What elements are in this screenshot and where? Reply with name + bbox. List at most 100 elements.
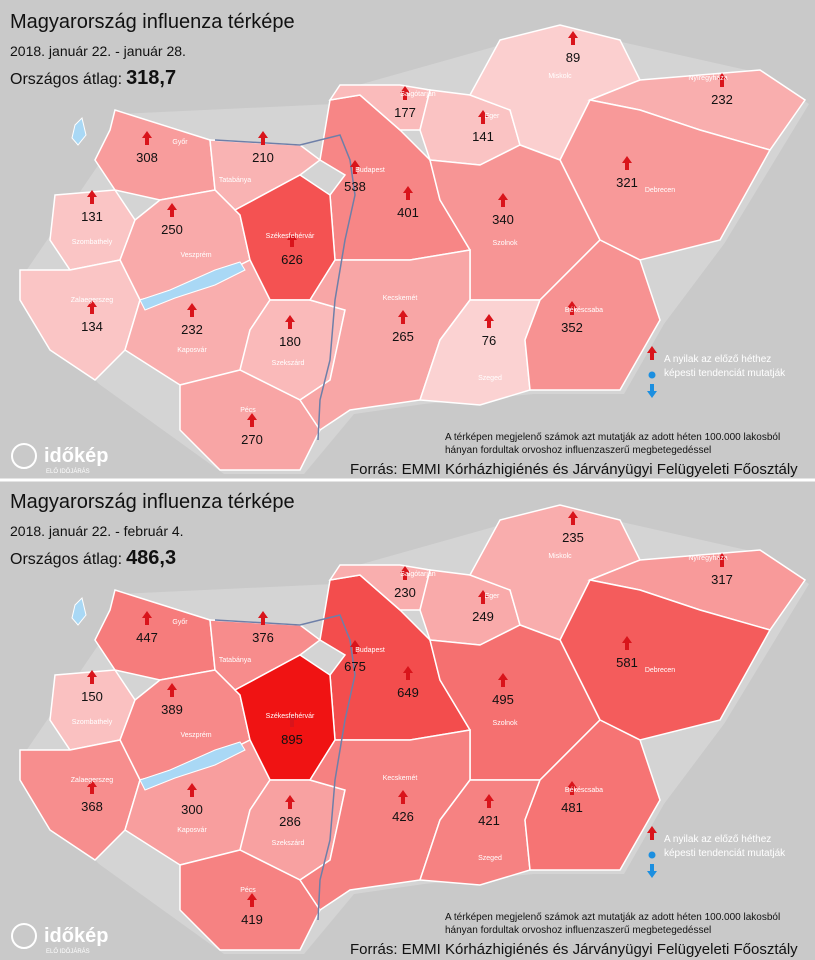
county-value: 265 [392, 329, 414, 344]
trend-arrow [717, 553, 727, 567]
county-value: 401 [397, 205, 419, 220]
note: A térképen megjelenő számok azt mutatják… [445, 912, 780, 923]
lake-ferto [71, 117, 87, 146]
map-title: Magyarország influenza térképe [10, 491, 295, 513]
city-name: Békéscsaba [565, 307, 603, 314]
trend-arrow [567, 781, 577, 795]
county-value: 317 [711, 572, 733, 587]
counties [19, 504, 807, 951]
county-value: 321 [616, 175, 638, 190]
trend-arrow [498, 673, 508, 687]
trend-arrow [258, 611, 268, 625]
trend-arrow [398, 310, 408, 324]
trend-arrow [285, 315, 295, 329]
source: Forrás: EMMI Kórházhigiénés és Járványüg… [350, 941, 798, 958]
county-value: 368 [81, 799, 103, 814]
county-value: 626 [281, 252, 303, 267]
city-name: Kecskemét [383, 295, 418, 302]
legend-dot [648, 851, 656, 859]
county [524, 239, 661, 391]
legend-up-arrow [647, 826, 657, 840]
source: Forrás: EMMI Kórházhigiénés és Járványüg… [350, 461, 798, 478]
county-value: 232 [181, 322, 203, 337]
city-name: Szombathely [72, 719, 113, 726]
city-name: Zalaegerszeg [71, 297, 114, 304]
trend-arrow [167, 203, 177, 217]
trend-arrow [187, 303, 197, 317]
trend-arrow [398, 790, 408, 804]
county-value: 352 [561, 320, 583, 335]
river-danube [214, 134, 356, 441]
note: A térképen megjelenő számok azt mutatják… [445, 432, 780, 443]
city-name: Győr [172, 619, 188, 626]
city-name: Miskolc [548, 553, 572, 560]
county-value: 232 [711, 92, 733, 107]
county-value: 649 [397, 685, 419, 700]
county [298, 729, 471, 912]
city-name: Szekszárd [272, 360, 305, 367]
city-name: Szolnok [493, 720, 518, 727]
city-name: Kecskemét [383, 775, 418, 782]
trend-arrow [287, 713, 297, 727]
city-name: Szombathely [72, 239, 113, 246]
map-panel: 447 Győr 376 Tatabánya 675 Budapest 649 230 Salg… [10, 491, 809, 958]
city-name: Tatabánya [219, 657, 251, 664]
county-value: 134 [81, 319, 103, 334]
trend-arrow [87, 190, 97, 204]
county-value: 340 [492, 212, 514, 227]
trend-arrow [478, 110, 488, 124]
city-name: Veszprém [180, 732, 211, 739]
trend-arrow [247, 413, 257, 427]
trend-arrow [400, 86, 410, 100]
county-value: 389 [161, 702, 183, 717]
city-name: Pécs [240, 407, 256, 414]
legend-text: A nyilak az előző héthez [664, 354, 771, 365]
period: 2018. január 22. - február 4. [10, 523, 184, 539]
legend-dot [648, 371, 656, 379]
city-name: Szeged [478, 855, 502, 862]
county-value: 210 [252, 150, 274, 165]
county-value: 419 [241, 912, 263, 927]
city-name: Eger [485, 113, 500, 120]
city-name: Békéscsaba [565, 787, 603, 794]
county-value: 76 [482, 333, 496, 348]
average-label: Országos átlag: [10, 71, 122, 88]
logo-tagline: ELŐ IDŐJÁRÁS [46, 948, 90, 955]
average: Országos átlag: 486,3 [10, 547, 176, 569]
county-value: 447 [136, 630, 158, 645]
trend-arrow [717, 73, 727, 87]
trend-arrow [478, 590, 488, 604]
city-name: Veszprém [180, 252, 211, 259]
legend-down-arrow [647, 384, 657, 398]
note: hányan fordultak orvoshoz influenzaszerű… [445, 925, 711, 936]
counties [19, 24, 807, 471]
county-value: 89 [566, 50, 580, 65]
legend-text: képesti tendenciát mutatják [664, 848, 786, 859]
map-title: Magyarország influenza térképe [10, 11, 295, 33]
county-value: 300 [181, 802, 203, 817]
city-name: Zalaegerszeg [71, 777, 114, 784]
lake-balaton [139, 741, 246, 791]
county [524, 719, 661, 871]
average-value: 486,3 [126, 547, 176, 569]
county-value: 150 [81, 689, 103, 704]
city-name: Budapest [355, 647, 385, 654]
trend-arrow [568, 31, 578, 45]
county-value: 538 [344, 179, 366, 194]
city-name: Pécs [240, 887, 256, 894]
period: 2018. január 22. - január 28. [10, 43, 186, 59]
city-name: Tatabánya [219, 177, 251, 184]
county-value: 481 [561, 800, 583, 815]
county-value: 426 [392, 809, 414, 824]
city-name: Szeged [478, 375, 502, 382]
legend-text: képesti tendenciát mutatják [664, 368, 786, 379]
trend-arrow [403, 186, 413, 200]
logo-icon [11, 443, 37, 469]
city-name: Eger [485, 593, 500, 600]
county-value: 131 [81, 209, 103, 224]
note: hányan fordultak orvoshoz influenzaszerű… [445, 445, 711, 456]
city-name: Salgótarján [400, 571, 436, 578]
city-name: Salgótarján [400, 91, 436, 98]
city-name: Kaposvár [177, 347, 207, 354]
